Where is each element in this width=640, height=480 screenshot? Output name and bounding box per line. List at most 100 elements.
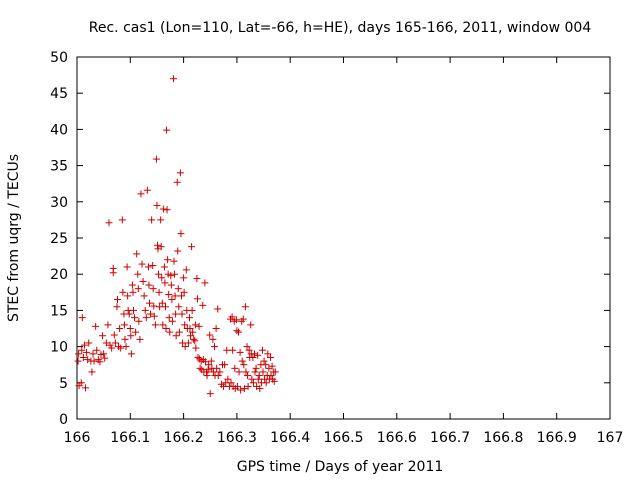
data-point [177, 230, 185, 238]
data-point [268, 362, 276, 370]
y-axis-label: STEC from uqrg / TECUs [6, 154, 22, 322]
data-point [191, 337, 199, 345]
data-point [139, 277, 147, 285]
data-point [223, 346, 231, 354]
x-tick-label: 166.6 [377, 430, 417, 446]
y-tick-label: 30 [50, 195, 68, 211]
data-point [249, 379, 257, 387]
data-point [224, 375, 232, 383]
data-point [104, 321, 112, 329]
data-point [252, 364, 260, 372]
data-point [232, 316, 240, 324]
data-point [147, 310, 155, 318]
data-point [101, 354, 109, 362]
y-tick-label: 40 [50, 122, 68, 138]
data-point [83, 348, 91, 356]
data-point [243, 343, 251, 351]
data-point [90, 357, 98, 365]
data-point [79, 353, 87, 361]
data-point [244, 372, 252, 380]
data-point [116, 325, 124, 332]
data-point [117, 344, 125, 352]
data-point [196, 364, 204, 372]
data-point [136, 335, 144, 343]
data-point [166, 328, 174, 336]
data-point [251, 368, 259, 376]
data-point [205, 361, 213, 369]
chart-title: Rec. cas1 (Lon=110, Lat=-66, h=HE), days… [89, 20, 592, 36]
data-point [238, 357, 246, 365]
x-axis-label: GPS time / Days of year 2011 [237, 459, 444, 475]
data-point [201, 279, 209, 287]
y-tick-label: 25 [50, 231, 68, 247]
data-point [167, 272, 175, 280]
data-point [258, 346, 266, 354]
data-point [190, 335, 198, 343]
data-point [182, 266, 190, 274]
data-point [264, 350, 272, 358]
data-point [152, 155, 160, 163]
data-point [168, 317, 176, 325]
x-tick-label: 166.1 [110, 430, 150, 446]
data-point [153, 241, 161, 249]
data-point [176, 169, 184, 177]
data-point [149, 262, 157, 270]
data-point [114, 296, 122, 304]
data-point [141, 306, 149, 314]
data-point [158, 299, 166, 307]
data-point [134, 285, 142, 293]
data-point [262, 361, 270, 369]
data-point [157, 243, 165, 251]
data-point [254, 351, 262, 359]
data-point [82, 384, 90, 392]
data-point [216, 368, 224, 376]
data-point [120, 321, 128, 329]
data-point [214, 305, 222, 313]
data-point [89, 350, 97, 358]
data-point [150, 312, 158, 320]
data-point [138, 260, 146, 268]
data-point [193, 275, 201, 283]
x-tick-label: 166.7 [430, 430, 470, 446]
data-point [106, 341, 114, 349]
data-point [181, 343, 189, 351]
x-tick-label: 167 [597, 430, 624, 446]
data-point [186, 325, 194, 332]
data-point [96, 358, 104, 366]
data-point [260, 357, 268, 365]
x-tick-label: 166.8 [483, 430, 523, 446]
data-point [113, 303, 121, 311]
data-point [256, 385, 264, 393]
data-point [185, 314, 193, 322]
data-point [100, 350, 108, 358]
y-tick-label: 0 [59, 412, 68, 428]
y-tick-label: 50 [50, 50, 68, 66]
data-point [234, 328, 242, 336]
data-point [204, 366, 212, 374]
data-point [175, 328, 183, 336]
data-point [162, 325, 170, 332]
data-point [129, 306, 137, 314]
data-point [126, 325, 134, 332]
data-point [92, 322, 100, 330]
data-point [174, 285, 182, 293]
data-point [171, 270, 179, 278]
data-point [78, 314, 86, 322]
data-point [249, 353, 257, 361]
data-point [155, 270, 163, 278]
data-point [184, 339, 192, 347]
data-point [188, 306, 196, 314]
data-point [109, 264, 117, 272]
data-point [259, 368, 267, 376]
data-point [128, 281, 136, 289]
data-point [236, 348, 244, 356]
data-point [193, 295, 201, 303]
data-points [74, 75, 279, 398]
y-tick-label: 10 [50, 340, 68, 356]
data-point [179, 339, 187, 347]
data-point [165, 314, 173, 322]
data-point [242, 368, 250, 376]
data-point [271, 368, 279, 376]
y-tick-label: 20 [50, 267, 68, 283]
x-tick-label: 166.4 [270, 430, 310, 446]
